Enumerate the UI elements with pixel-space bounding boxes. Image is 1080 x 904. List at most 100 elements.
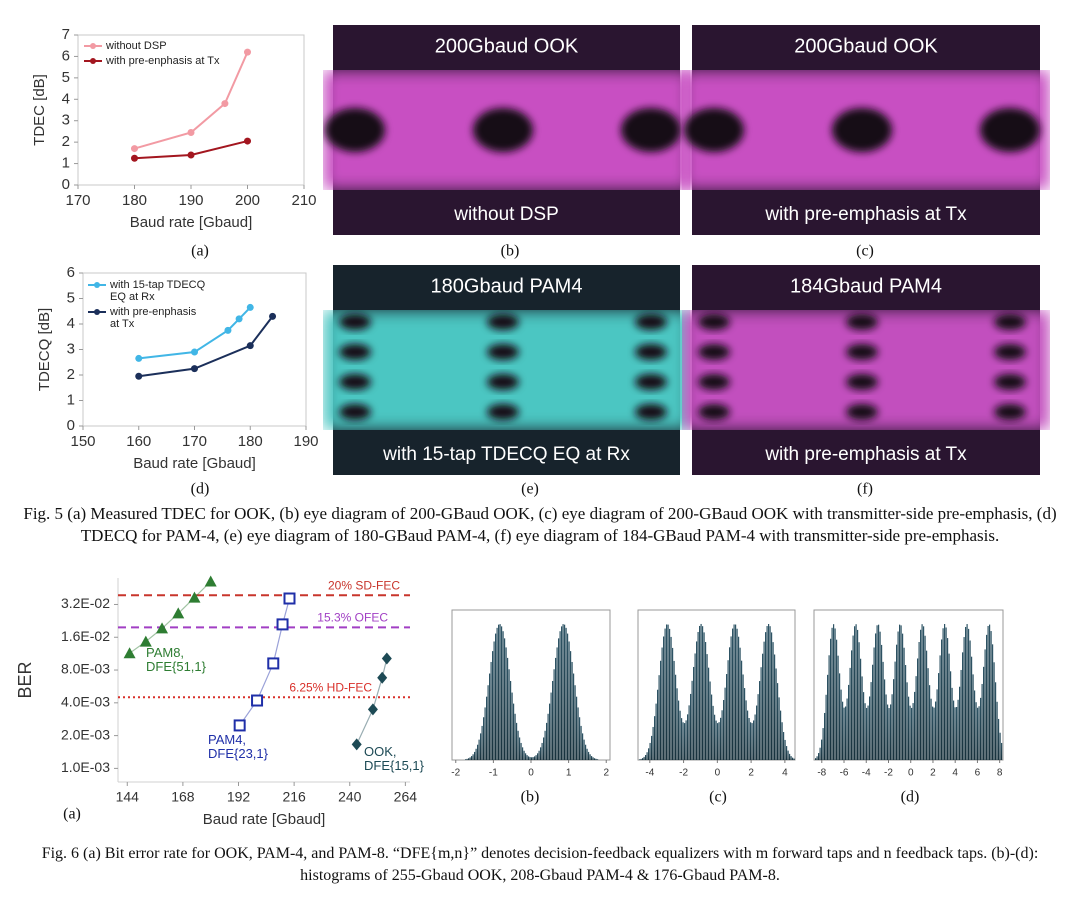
data-point	[191, 348, 198, 356]
histogram-bar	[663, 636, 665, 760]
histogram-bar	[917, 658, 919, 760]
histogram-bar	[947, 638, 949, 760]
data-point	[188, 591, 201, 603]
figure-6-caption: Fig. 6 (a) Bit error rate for OOK, PAM-4…	[41, 845, 1039, 884]
histogram-bar	[780, 710, 782, 760]
y-tick-label: 6	[62, 47, 70, 64]
histogram-bar	[924, 635, 926, 760]
histogram-bar	[748, 718, 750, 760]
eye-opening	[994, 344, 1026, 360]
histogram-bar	[531, 757, 533, 760]
histogram-bar	[588, 751, 590, 760]
histogram-bar	[932, 706, 934, 760]
histogram-bar	[687, 714, 689, 760]
y-tick-label: 2	[62, 133, 70, 150]
histogram-bar	[729, 647, 731, 760]
histogram-bar	[702, 626, 704, 760]
histogram-bar	[899, 624, 901, 760]
panel-label: (b)	[501, 243, 520, 260]
legend-swatch	[88, 282, 106, 288]
histogram-bar	[866, 707, 868, 760]
histogram-bar	[477, 744, 479, 760]
histogram-bar	[535, 755, 537, 760]
histogram-bar	[777, 683, 779, 760]
histogram-bar	[579, 717, 581, 760]
histogram-bar	[555, 657, 557, 760]
histogram-bar	[879, 631, 881, 760]
threshold-label: 6.25% HD-FEC	[289, 680, 372, 694]
y-tick-label: 4	[62, 90, 70, 107]
histogram-bar	[679, 710, 681, 760]
histogram-bar	[971, 656, 973, 760]
x-tick-label: 144	[116, 789, 140, 805]
eye-opening	[621, 108, 681, 152]
legend-swatch	[84, 43, 102, 49]
histogram-bar	[576, 696, 578, 760]
histogram-bar	[726, 674, 728, 760]
histogram-bar	[978, 706, 980, 760]
data-point	[367, 703, 378, 716]
x-tick-label: 0	[715, 768, 721, 779]
histogram-bar	[966, 624, 968, 760]
histogram-bar	[744, 688, 746, 760]
legend: with 15-tap TDECQ EQ at Rx with pre-enpha…	[88, 279, 206, 333]
histogram-bar	[591, 756, 593, 760]
histogram-bar	[864, 703, 866, 760]
histogram-bar	[717, 723, 719, 760]
histogram-bar	[642, 758, 644, 760]
histogram-bar	[789, 753, 791, 760]
histogram-bar	[681, 718, 683, 760]
histogram-bar	[735, 624, 737, 760]
histogram-bar	[861, 676, 863, 760]
histogram-bar	[891, 694, 893, 760]
data-point	[135, 372, 143, 380]
histogram-bar	[954, 707, 956, 760]
data-point	[283, 592, 296, 605]
eye-opening	[339, 314, 371, 330]
eye-opening	[698, 374, 730, 390]
x-tick-label: 240	[338, 789, 362, 805]
data-point	[139, 635, 152, 647]
histogram-bar	[977, 707, 979, 760]
histogram-bar	[960, 669, 962, 760]
eye-diagram: 180Gbaud PAM4 with 15-tap TDECQ EQ at Rx	[323, 265, 690, 475]
data-point	[123, 647, 136, 659]
x-tick-label: 2	[930, 768, 936, 779]
x-tick-label: -4	[862, 768, 871, 779]
data-point	[204, 575, 217, 587]
histogram-bar	[885, 694, 887, 760]
series-annotation: PAM4, DFE{23,1}	[208, 732, 268, 761]
histogram-bar	[765, 632, 767, 760]
x-tick-label: -2	[451, 768, 460, 779]
panel-label: (f)	[857, 481, 873, 498]
histogram-bar	[834, 628, 836, 760]
histogram-bar	[741, 660, 743, 760]
eye-opening	[487, 374, 519, 390]
histogram-bar	[842, 701, 844, 760]
histogram-bar	[836, 639, 838, 760]
x-tick-label: 216	[282, 789, 306, 805]
histogram-bar	[882, 661, 884, 760]
legend-marker	[94, 282, 100, 288]
histogram-bar	[839, 673, 841, 760]
histogram-bar	[968, 628, 970, 760]
histogram-bar	[993, 662, 995, 760]
data-point	[187, 129, 195, 136]
histogram-bar	[998, 718, 1000, 760]
histogram-bar	[522, 747, 524, 760]
histogram-bar	[867, 705, 869, 760]
histogram-bar	[769, 626, 771, 760]
x-tick-label: -2	[884, 768, 893, 779]
histogram-bar	[790, 756, 792, 760]
histogram-bar	[962, 652, 964, 760]
data-point	[269, 312, 277, 320]
histogram-bar	[487, 685, 489, 760]
histogram-bar	[669, 628, 671, 760]
histogram-bar	[490, 661, 492, 760]
histogram-bar	[948, 653, 950, 760]
eye-opening	[339, 344, 371, 360]
y-tick-label: 7	[62, 26, 70, 43]
panel-label: (d)	[901, 789, 920, 806]
histogram-bar	[466, 758, 468, 760]
histogram-bar	[730, 636, 732, 760]
